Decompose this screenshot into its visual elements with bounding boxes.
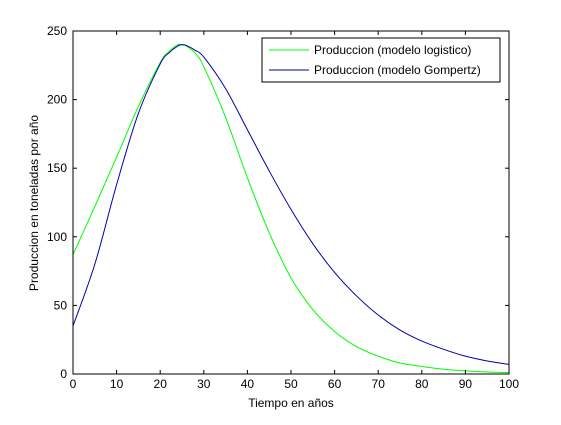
- x-tick-label: 80: [415, 377, 429, 391]
- plot-area: [73, 31, 509, 374]
- x-tick-label: 100: [499, 377, 519, 391]
- x-tick-label: 50: [284, 377, 298, 391]
- x-axis-title: Tiempo en años: [248, 396, 334, 410]
- series-line-0: [72, 43, 510, 374]
- y-tick-label: 150: [47, 161, 67, 175]
- y-tick-label: 100: [47, 230, 67, 244]
- x-tick-label: 0: [70, 377, 77, 391]
- legend-label-logistico: Produccion (modelo logistico): [314, 43, 471, 57]
- x-tick-label: 20: [154, 377, 168, 391]
- y-tick-label: 0: [60, 367, 67, 381]
- series-line-1: [72, 44, 510, 365]
- x-tick-label: 30: [197, 377, 211, 391]
- x-tick-label: 40: [241, 377, 255, 391]
- tick-layer: 0 10 20 30 40 50 60 70 80 90 100 0 50 100 150 200 250: [47, 24, 519, 391]
- legend: Produccion (modelo logistico) Produccion…: [261, 37, 501, 83]
- y-tick-label: 250: [47, 24, 67, 38]
- legend-box: [261, 37, 501, 83]
- x-tick-label: 10: [110, 377, 124, 391]
- series-layer: [72, 43, 510, 374]
- x-tick-label: 70: [372, 377, 386, 391]
- x-tick-label: 60: [328, 377, 342, 391]
- legend-label-gompertz: Produccion (modelo Gompertz): [314, 63, 481, 77]
- y-axis-title: Produccion en toneladas por año: [27, 115, 41, 291]
- x-tick-label: 90: [459, 377, 473, 391]
- y-tick-label: 50: [54, 298, 68, 312]
- y-tick-label: 200: [47, 93, 67, 107]
